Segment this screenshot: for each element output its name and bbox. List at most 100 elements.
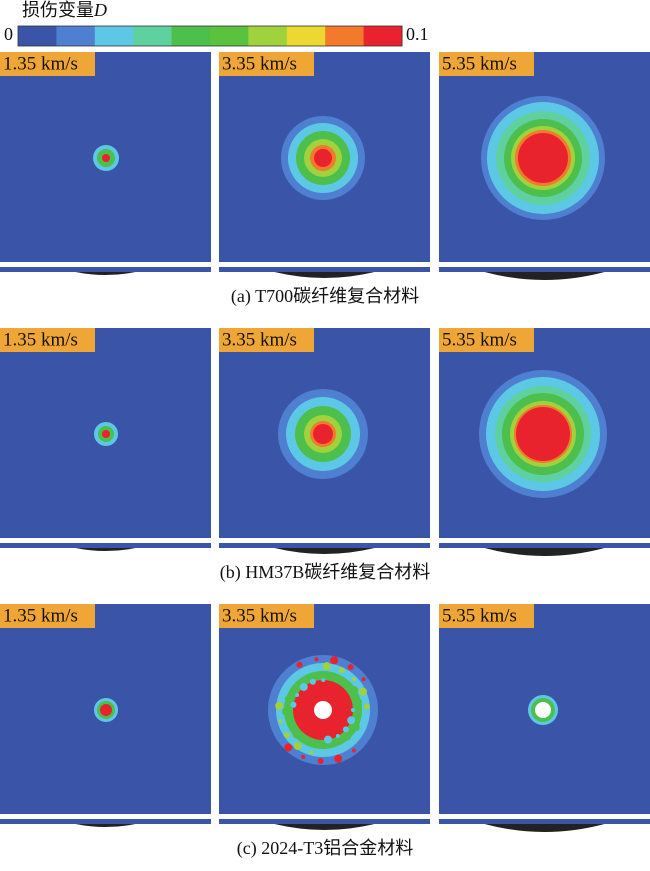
velocity-label-bg <box>439 604 534 628</box>
section-bulge <box>484 272 605 280</box>
debris-spot <box>363 703 370 710</box>
damage-contour <box>100 704 112 716</box>
velocity-label: 3.35 km/s <box>222 53 297 74</box>
velocity-label-bg <box>219 328 314 352</box>
colorbar-frame <box>17 25 403 47</box>
section-strip <box>439 267 650 272</box>
debris-spot <box>299 682 308 691</box>
debris-spot <box>342 726 349 733</box>
debris-spot <box>314 657 319 662</box>
legend-min: 0 <box>4 24 13 44</box>
damage-contour <box>516 407 570 461</box>
row-caption: (c) 2024-T3铝合金材料 <box>237 838 413 859</box>
colorbar-segment <box>363 26 403 46</box>
debris-spot <box>278 719 283 724</box>
section-strip <box>439 819 650 824</box>
debris-spot <box>309 678 316 685</box>
debris-spot <box>291 685 296 690</box>
colorbar-segment <box>94 26 134 46</box>
debris-spot <box>295 692 300 697</box>
colorbar-segment <box>248 26 288 46</box>
damage-contour <box>314 701 332 719</box>
colorbar-segment <box>18 26 57 46</box>
velocity-label-bg <box>439 52 534 76</box>
damage-contour <box>535 702 551 718</box>
debris-spot <box>275 701 284 710</box>
velocity-label-bg <box>439 328 534 352</box>
section-strip <box>0 543 211 548</box>
debris-spot <box>322 662 331 671</box>
debris-spot <box>321 678 326 683</box>
colorbar-segment <box>210 26 249 46</box>
debris-spot <box>347 716 356 725</box>
velocity-label: 5.35 km/s <box>442 53 517 74</box>
debris-spot <box>282 707 291 716</box>
velocity-label: 3.35 km/s <box>222 329 297 350</box>
damage-contour <box>518 133 568 183</box>
section-bulge <box>274 548 375 554</box>
debris-spot <box>338 667 345 674</box>
colorbar-segment <box>133 26 173 46</box>
velocity-label-bg <box>0 52 95 76</box>
debris-spot <box>286 722 291 727</box>
row-caption: (a) T700碳纤维复合材料 <box>231 286 419 307</box>
section-bulge <box>274 272 375 278</box>
velocity-label: 1.35 km/s <box>3 53 78 74</box>
debris-spot <box>284 695 291 702</box>
debris-spot <box>317 757 324 764</box>
velocity-label: 5.35 km/s <box>442 329 517 350</box>
debris-spot <box>284 743 293 752</box>
section-bulge <box>75 824 136 827</box>
damage-contour <box>313 424 333 444</box>
velocity-label: 1.35 km/s <box>3 329 78 350</box>
section-strip <box>219 819 430 824</box>
velocity-label-bg <box>0 328 95 352</box>
debris-spot <box>352 676 357 681</box>
debris-spot <box>324 735 333 744</box>
debris-spot <box>283 732 290 739</box>
velocity-label-bg <box>0 604 95 628</box>
section-bulge <box>484 548 605 556</box>
colorbar-segment <box>325 26 365 46</box>
section-strip <box>219 543 430 548</box>
debris-spot <box>309 750 314 755</box>
section-strip <box>439 543 650 548</box>
debris-spot <box>335 734 340 739</box>
damage-contour <box>102 154 110 162</box>
section-strip <box>0 819 211 824</box>
damage-contour <box>102 430 110 438</box>
debris-spot <box>296 661 303 668</box>
debris-spot <box>290 701 297 708</box>
row-caption: (b) HM37B碳纤维复合材料 <box>220 562 431 583</box>
section-bulge <box>75 548 136 551</box>
legend-symbol: D <box>93 0 107 20</box>
debris-spot <box>292 731 299 738</box>
legend-max: 0.1 <box>406 24 429 44</box>
debris-spot <box>334 754 343 763</box>
section-bulge <box>75 272 136 275</box>
velocity-label-bg <box>219 604 314 628</box>
debris-spot <box>350 686 359 695</box>
section-strip <box>0 267 211 272</box>
legend-title-text: 损伤变量 <box>22 0 94 20</box>
damage-contour <box>314 149 332 167</box>
section-bulge <box>484 824 605 832</box>
debris-spot <box>293 741 302 750</box>
colorbar-segment <box>171 26 211 46</box>
debris-spot <box>356 699 363 706</box>
velocity-label: 3.35 km/s <box>222 605 297 626</box>
debris-spot <box>301 755 306 760</box>
debris-spot <box>351 723 360 732</box>
debris-spot <box>357 712 362 717</box>
velocity-label: 5.35 km/s <box>442 605 517 626</box>
section-bulge <box>274 824 375 830</box>
colorbar-segment <box>286 26 326 46</box>
section-strip <box>219 267 430 272</box>
velocity-label-bg <box>219 52 314 76</box>
colorbar-segment <box>56 26 96 46</box>
debris-spot <box>347 664 354 671</box>
debris-spot <box>351 708 355 712</box>
legend-title: 损伤变量D <box>22 0 107 20</box>
debris-spot <box>352 748 357 753</box>
